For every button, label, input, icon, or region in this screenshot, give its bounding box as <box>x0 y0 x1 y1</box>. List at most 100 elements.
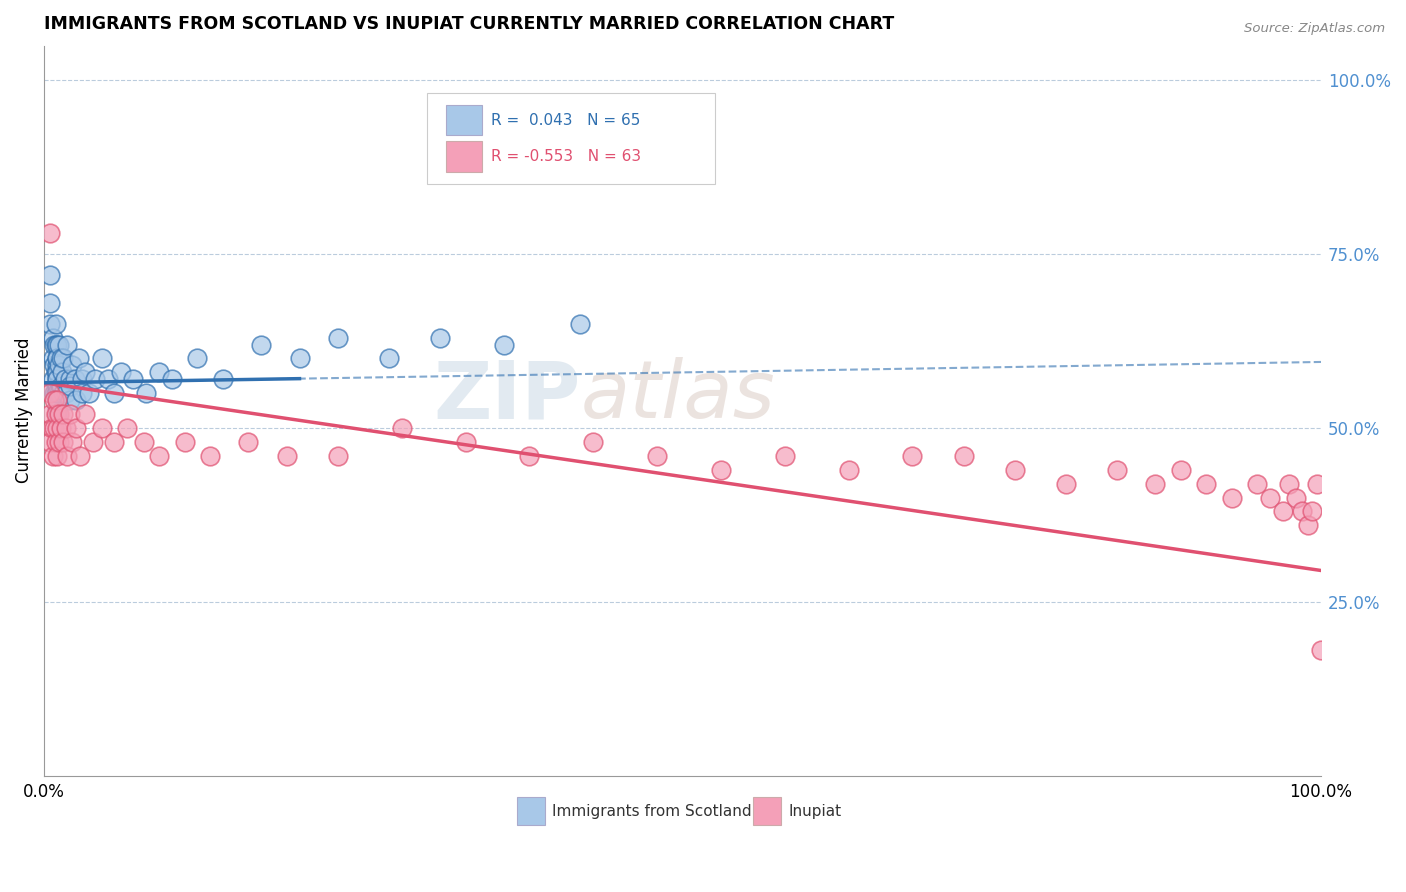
Point <box>42 351 65 366</box>
Point <box>45 337 67 351</box>
Point <box>1258 491 1281 505</box>
Point <box>901 449 924 463</box>
Point <box>1271 504 1294 518</box>
Point <box>82 434 104 449</box>
Point <box>90 421 112 435</box>
Point <box>41 421 63 435</box>
Point <box>110 365 132 379</box>
Point <box>55 386 77 401</box>
Point <box>55 421 77 435</box>
Point <box>582 434 605 449</box>
Text: ZIP: ZIP <box>433 357 581 435</box>
Point <box>429 331 451 345</box>
Point <box>52 407 75 421</box>
Point <box>45 372 67 386</box>
Point <box>45 351 67 366</box>
Point <box>569 317 592 331</box>
Point <box>49 421 72 435</box>
Point <box>135 386 157 401</box>
Point <box>84 372 107 386</box>
Point <box>288 351 311 366</box>
Text: R = -0.553   N = 63: R = -0.553 N = 63 <box>491 149 641 164</box>
Point <box>952 449 974 463</box>
Point <box>326 331 349 345</box>
Point <box>198 449 221 463</box>
Point <box>56 337 79 351</box>
Point <box>59 379 82 393</box>
Text: atlas: atlas <box>581 357 775 435</box>
Point <box>45 421 67 435</box>
Point <box>454 434 477 449</box>
Point <box>45 400 67 414</box>
FancyBboxPatch shape <box>752 797 780 825</box>
Point <box>45 372 67 386</box>
Point <box>250 337 273 351</box>
Point <box>173 434 195 449</box>
Point <box>65 393 87 408</box>
Point <box>42 331 65 345</box>
Point <box>1170 463 1192 477</box>
Point <box>52 434 75 449</box>
Point <box>773 449 796 463</box>
Point <box>53 372 76 386</box>
Point <box>39 434 62 449</box>
FancyBboxPatch shape <box>446 141 482 172</box>
Point <box>45 449 67 463</box>
Point <box>72 372 94 386</box>
Point <box>45 351 67 366</box>
Point <box>44 359 66 373</box>
Point <box>1054 476 1077 491</box>
Point <box>45 365 67 379</box>
Point <box>42 372 65 386</box>
Point <box>49 379 72 393</box>
Text: Source: ZipAtlas.com: Source: ZipAtlas.com <box>1244 22 1385 36</box>
Point <box>212 372 235 386</box>
Point <box>1306 476 1329 491</box>
Text: R =  0.043   N = 65: R = 0.043 N = 65 <box>491 112 640 128</box>
Point <box>103 386 125 401</box>
Point <box>45 386 67 401</box>
Point <box>60 359 83 373</box>
Point <box>148 449 170 463</box>
Point <box>59 393 82 408</box>
Point <box>73 407 96 421</box>
Point <box>45 337 67 351</box>
Text: Immigrants from Scotland: Immigrants from Scotland <box>553 804 752 819</box>
Point <box>45 434 67 449</box>
Point <box>1105 463 1128 477</box>
Point <box>238 434 260 449</box>
Text: Inupiat: Inupiat <box>789 804 842 819</box>
Point <box>1195 476 1218 491</box>
Point <box>48 337 70 351</box>
Point <box>63 372 86 386</box>
Point <box>838 463 860 477</box>
Point <box>77 386 100 401</box>
Point <box>132 434 155 449</box>
Point <box>122 372 145 386</box>
Point <box>39 407 62 421</box>
Point <box>148 365 170 379</box>
Point <box>52 386 75 401</box>
Point <box>72 386 94 401</box>
Point <box>115 421 138 435</box>
Point <box>186 351 208 366</box>
FancyBboxPatch shape <box>427 93 714 185</box>
Point <box>39 268 62 282</box>
Point <box>90 351 112 366</box>
Point <box>39 386 62 401</box>
Point <box>73 365 96 379</box>
Point <box>48 359 70 373</box>
Point <box>45 386 67 401</box>
Y-axis label: Currently Married: Currently Married <box>15 338 32 483</box>
Point <box>645 449 668 463</box>
Point <box>326 449 349 463</box>
Point <box>52 351 75 366</box>
Point <box>1298 518 1320 533</box>
Point <box>517 449 540 463</box>
Point <box>45 379 67 393</box>
Point <box>391 421 413 435</box>
Point <box>48 434 70 449</box>
Point <box>45 393 67 408</box>
Point <box>49 351 72 366</box>
Point <box>1284 491 1306 505</box>
